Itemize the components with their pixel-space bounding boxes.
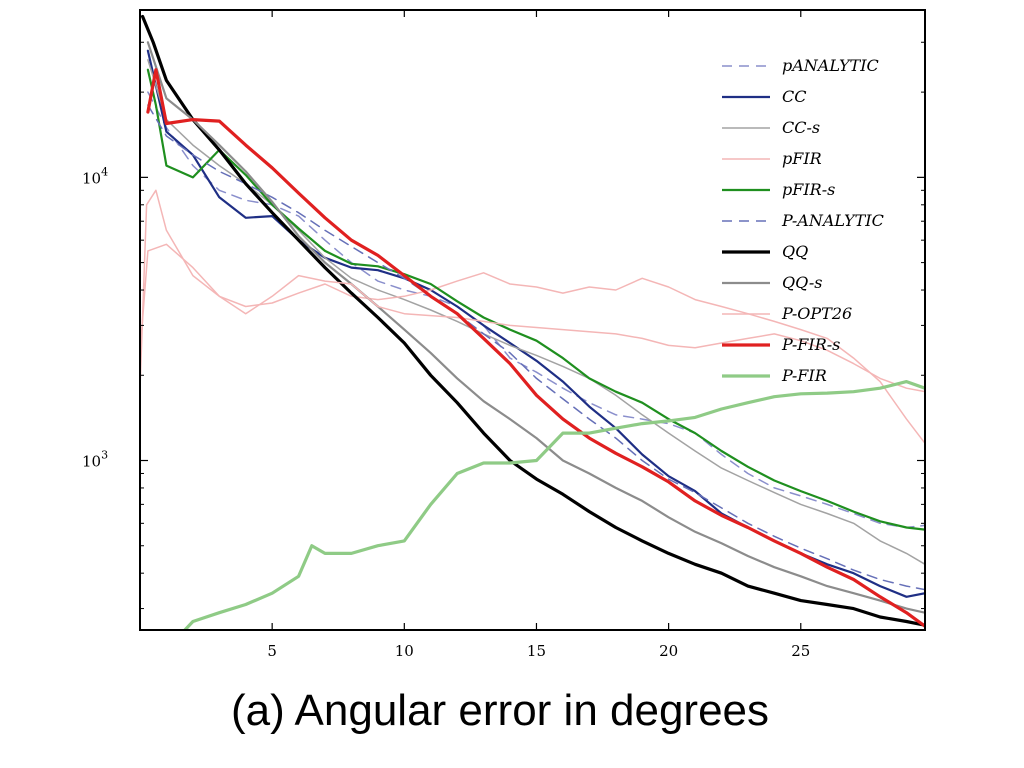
legend-label-cc: CC (782, 87, 806, 106)
legend-label-p-fir: P-FIR (781, 366, 827, 385)
legend-label-qq: QQ (782, 242, 808, 261)
x-tick-label: 10 (395, 642, 414, 660)
series-line-p-opt26 (140, 243, 925, 393)
series-line-p-analytic (147, 104, 925, 591)
x-tick-label: 5 (267, 642, 277, 660)
series-line-qq-s (146, 41, 925, 614)
series-line-p-fir (183, 380, 925, 630)
legend: pANALYTIC CC CC-s pFIR pFIR-s P-ANALYTIC QQ QQ-… (722, 56, 884, 385)
y-tick-label: 104 (82, 165, 108, 187)
legend-label-p-analytic: P-ANALYTIC (781, 211, 884, 230)
axis-ticks: 5 10 15 20 25 103 104 (82, 10, 925, 660)
legend-label-p-fir-s: P-FIR-s (781, 335, 840, 354)
series-line-p-fir-s (146, 68, 925, 628)
series-line-qq (141, 14, 925, 627)
series-line-pfir-s (146, 68, 925, 531)
x-tick-label: 15 (527, 642, 546, 660)
legend-label-pfir-s: pFIR-s (782, 180, 835, 199)
x-tick-label: 25 (791, 642, 810, 660)
legend-label-panalytic: pANALYTIC (782, 56, 879, 75)
legend-label-pfir: pFIR (782, 149, 822, 168)
figure-caption: (a) Angular error in degrees (230, 686, 770, 735)
y-tick-label: 103 (82, 449, 108, 471)
x-tick-label: 20 (659, 642, 678, 660)
plot-frame (139, 9, 926, 631)
legend-label-cc-s: CC-s (782, 118, 820, 137)
legend-label-p-opt26: P-OPT26 (781, 304, 852, 323)
legend-label-qq-s: QQ-s (782, 273, 822, 292)
series-lines (140, 14, 925, 630)
series-line-pfir (140, 189, 925, 445)
